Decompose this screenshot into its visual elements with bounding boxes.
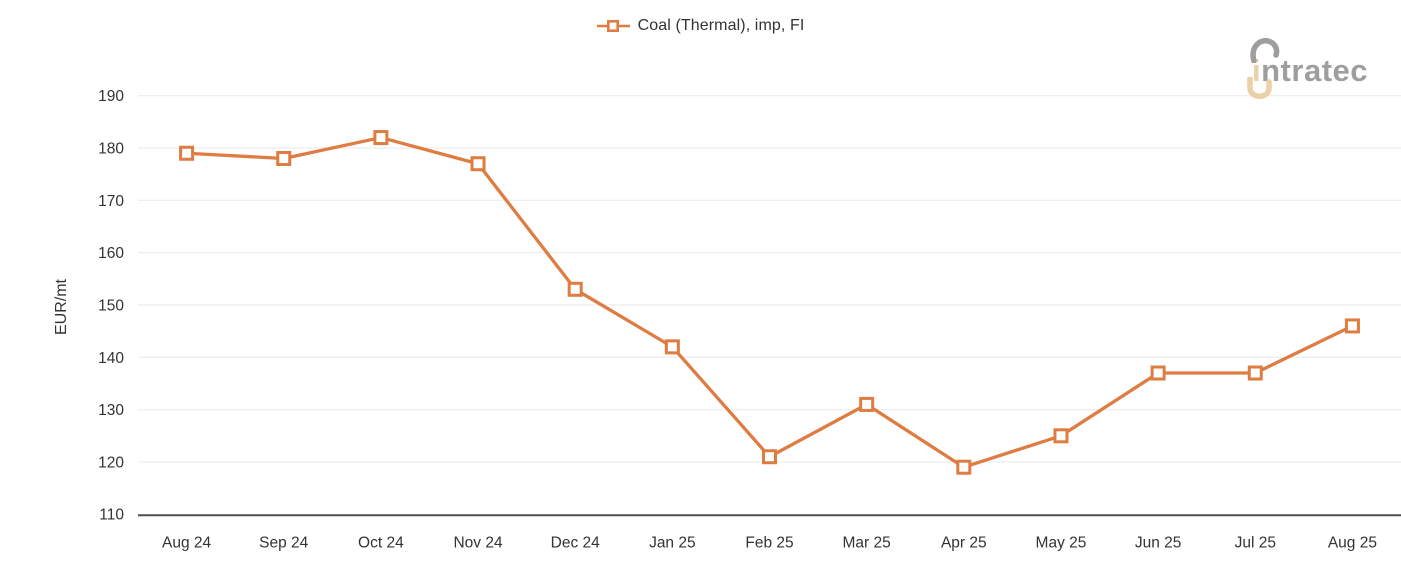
logo-text: intratec bbox=[1247, 37, 1368, 99]
x-tick-label: Apr 25 bbox=[941, 534, 987, 551]
data-point-marker[interactable] bbox=[664, 339, 680, 355]
data-point-marker[interactable] bbox=[859, 396, 875, 412]
data-point-marker[interactable] bbox=[470, 156, 486, 172]
y-axis-title: EUR/mt bbox=[53, 278, 70, 335]
x-tick-label: Nov 24 bbox=[453, 534, 502, 551]
y-tick-label: 160 bbox=[98, 245, 124, 262]
logo-tan-arc-icon bbox=[1247, 77, 1272, 99]
x-tick-label: Feb 25 bbox=[745, 534, 793, 551]
y-tick-label: 140 bbox=[98, 350, 124, 367]
logo-letter-i: i bbox=[1252, 53, 1262, 88]
intratec-logo: intratec bbox=[1247, 37, 1368, 99]
chart-legend: Coal (Thermal), imp, FI bbox=[0, 17, 1401, 35]
x-tick-label: May 25 bbox=[1036, 534, 1087, 551]
data-point-marker[interactable] bbox=[1247, 365, 1263, 381]
x-tick-label: Jan 25 bbox=[649, 534, 696, 551]
legend-label: Coal (Thermal), imp, FI bbox=[637, 17, 805, 34]
x-tick-label: Jul 25 bbox=[1235, 534, 1276, 551]
data-point-marker[interactable] bbox=[373, 130, 389, 146]
data-point-marker[interactable] bbox=[1150, 365, 1166, 381]
y-tick-label: 170 bbox=[98, 193, 124, 210]
x-tick-label: Mar 25 bbox=[843, 534, 891, 551]
data-point-marker[interactable] bbox=[179, 145, 195, 161]
logo-gray-curl-icon bbox=[1250, 37, 1280, 63]
x-tick-label: Aug 25 bbox=[1328, 534, 1377, 551]
data-point-marker[interactable] bbox=[567, 281, 583, 297]
legend-item-coal-thermal[interactable]: Coal (Thermal), imp, FI bbox=[596, 17, 805, 35]
y-tick-label: 120 bbox=[98, 454, 124, 471]
y-tick-label: 150 bbox=[98, 297, 124, 314]
series-line bbox=[184, 135, 1355, 469]
data-point-marker[interactable] bbox=[1053, 428, 1069, 444]
data-point-marker[interactable] bbox=[276, 150, 292, 166]
data-point-marker[interactable] bbox=[1344, 318, 1360, 334]
legend-open-square-marker-icon bbox=[596, 19, 630, 32]
y-tick-label: 190 bbox=[98, 88, 124, 105]
y-tick-label: 130 bbox=[98, 402, 124, 419]
x-tick-label: Aug 24 bbox=[162, 534, 212, 551]
x-tick-label: Sep 24 bbox=[259, 534, 309, 551]
logo-wordmark: ntratec bbox=[1261, 53, 1368, 88]
y-tick-label: 180 bbox=[98, 140, 124, 157]
x-tick-label: Dec 24 bbox=[551, 534, 600, 551]
x-tick-label: Jun 25 bbox=[1135, 534, 1182, 551]
data-point-marker[interactable] bbox=[762, 449, 777, 465]
data-point-marker[interactable] bbox=[956, 459, 972, 475]
x-tick-label: Oct 24 bbox=[358, 534, 404, 551]
y-tick-label: 110 bbox=[99, 507, 124, 524]
